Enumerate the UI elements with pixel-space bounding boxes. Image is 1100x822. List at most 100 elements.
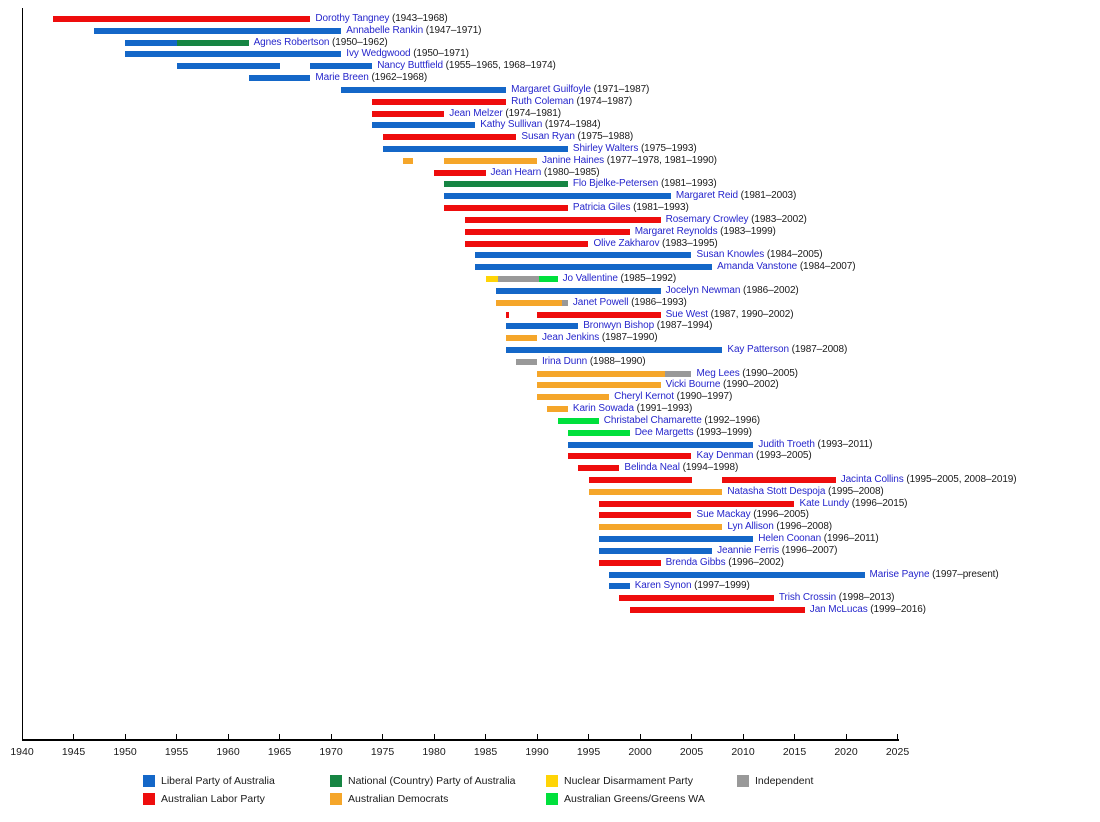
axis-tick: [845, 734, 847, 739]
senator-name-link[interactable]: Jeannie Ferris: [717, 544, 780, 556]
senator-name-link[interactable]: Kathy Sullivan: [480, 119, 543, 131]
senator-dates: (1987, 1990–2002): [707, 308, 794, 320]
senator-name-link[interactable]: Judith Troeth: [758, 438, 815, 450]
senator-dates: (1947–1971): [423, 24, 482, 36]
senator-name-link[interactable]: Ivy Wedgwood: [346, 48, 411, 60]
senator-row-label: Jan McLucas (1999–2016): [810, 604, 926, 616]
senator-name-link[interactable]: Nancy Buttfield: [377, 60, 443, 72]
term-bar-labor: [619, 595, 774, 602]
senator-dates: (1984–2005): [764, 249, 823, 261]
senator-name-link[interactable]: Jan McLucas: [809, 604, 868, 615]
term-bar-democrats: [537, 370, 665, 377]
senator-name-link[interactable]: Shirley Walters: [572, 143, 639, 155]
senator-name-link[interactable]: Belinda Neal: [624, 462, 680, 474]
senator-name-link[interactable]: Bronwyn Bishop: [583, 320, 655, 332]
senator-name-link[interactable]: Helen Coonan: [758, 533, 822, 545]
senator-name-link[interactable]: Kate Lundy: [799, 497, 850, 509]
senator-name-link[interactable]: Patricia Giles: [572, 202, 631, 214]
senator-row-label: Helen Coonan (1996–2011): [758, 533, 878, 545]
term-bar-liberal: [444, 193, 671, 200]
senator-dates: (1994–1998): [679, 462, 739, 474]
senator-name-link[interactable]: Janine Haines: [542, 154, 605, 166]
legend-swatch-independent: [737, 775, 749, 787]
term-bar-liberal: [495, 287, 661, 294]
senator-name-link[interactable]: Vicki Bourne: [665, 379, 721, 391]
senator-name-link[interactable]: Jean Hearn: [490, 166, 542, 178]
senator-name-link[interactable]: Jean Melzer: [449, 107, 503, 119]
senator-row-label: Jocelyn Newman (1986–2002): [666, 285, 799, 297]
legend-label: Nuclear Disarmament Party: [564, 775, 693, 787]
senator-name-link[interactable]: Dorothy Tangney: [315, 13, 390, 24]
senator-row-label: Cheryl Kernot (1990–1997): [614, 391, 732, 403]
senator-name-link[interactable]: Sue Mackay: [696, 509, 751, 521]
senator-name-link[interactable]: Ruth Coleman: [511, 95, 574, 107]
axis-tick-label: 1970: [319, 746, 343, 758]
senator-row-label: Margaret Reynolds (1983–1999): [635, 226, 776, 238]
senator-name-link[interactable]: Irina Dunn: [542, 355, 588, 367]
senator-row-label: Christabel Chamarette (1992–1996): [604, 415, 760, 427]
senator-name-link[interactable]: Annabelle Rankin: [346, 24, 424, 36]
senator-name-link[interactable]: Margaret Reynolds: [634, 225, 718, 237]
senator-name-link[interactable]: Karin Sowada: [572, 403, 634, 415]
senator-row-label: Brenda Gibbs (1996–2002): [666, 557, 784, 569]
senator-name-link[interactable]: Christabel Chamarette: [603, 414, 702, 426]
axis-tick: [588, 734, 589, 739]
senator-row-label: Dorothy Tangney (1943–1968): [315, 13, 447, 25]
senator-name-link[interactable]: Susan Knowles: [696, 249, 765, 261]
senator-row-label: Olive Zakharov (1983–1995): [594, 238, 718, 250]
senator-row-label: Susan Knowles (1984–2005): [697, 249, 823, 261]
senator-name-link[interactable]: Jean Jenkins: [542, 332, 600, 344]
axis-tick-label: 2000: [628, 746, 652, 758]
senator-name-link[interactable]: Karen Synon: [634, 580, 692, 592]
term-bar-labor: [372, 110, 445, 117]
senator-name-link[interactable]: Trish Crossin: [778, 592, 837, 604]
senator-name-link[interactable]: Rosemary Crowley: [665, 213, 749, 225]
term-bar-independent: [516, 358, 537, 365]
senator-name-link[interactable]: Natasha Stott Despoja: [727, 485, 826, 497]
senator-dates: (1995–2005, 2008–2019): [903, 473, 1017, 485]
term-bar-labor: [444, 205, 568, 212]
senator-row-label: Susan Ryan (1975–1988): [521, 131, 633, 143]
senator-name-link[interactable]: Flo Bjelke-Petersen: [572, 178, 659, 190]
senator-name-link[interactable]: Margaret Reid: [675, 190, 738, 202]
senator-name-link[interactable]: Susan Ryan: [521, 131, 575, 143]
senator-name-link[interactable]: Marie Breen: [315, 72, 369, 84]
senator-name-link[interactable]: Jocelyn Newman: [665, 284, 741, 296]
senator-name-link[interactable]: Janet Powell: [572, 296, 629, 308]
senator-name-link[interactable]: Sue West: [665, 308, 708, 320]
senator-dates: (1977–1978, 1981–1990): [604, 154, 717, 166]
axis-tick-label: 1940: [10, 746, 34, 758]
senator-row-label: Rosemary Crowley (1983–2002): [666, 214, 807, 226]
axis-tick-label: 2005: [679, 746, 704, 758]
senator-row-label: Belinda Neal (1994–1998): [624, 462, 738, 474]
axis-tick: [485, 734, 486, 739]
senator-name-link[interactable]: Jo Vallentine: [562, 273, 618, 285]
senator-name-link[interactable]: Marise Payne: [869, 568, 930, 580]
senator-row-label: Trish Crossin (1998–2013): [779, 592, 895, 604]
legend-label: Australian Greens/Greens WA: [564, 793, 705, 805]
senator-name-link[interactable]: Amanda Vanstone: [717, 261, 798, 273]
senator-dates: (1981–1993): [658, 178, 717, 190]
term-bar-independent: [561, 299, 568, 306]
legend-swatch-greens: [546, 793, 558, 805]
axis-tick: [73, 734, 74, 739]
senator-row-label: Janet Powell (1986–1993): [573, 297, 687, 309]
senator-name-link[interactable]: Lyn Allison: [727, 521, 774, 533]
senator-name-link[interactable]: Brenda Gibbs: [665, 556, 726, 568]
senator-name-link[interactable]: Margaret Guilfoyle: [511, 83, 591, 95]
senator-name-link[interactable]: Kay Denman: [696, 450, 754, 462]
term-bar-greens: [567, 429, 630, 436]
senator-name-link[interactable]: Dee Margetts: [634, 426, 694, 438]
senator-dates: (1991–1993): [633, 403, 693, 415]
term-bar-labor: [537, 311, 661, 318]
senator-name-link[interactable]: Olive Zakharov: [593, 237, 660, 249]
senator-name-link[interactable]: Agnes Robertson: [253, 36, 330, 48]
senator-row-label: Sue West (1987, 1990–2002): [666, 309, 794, 321]
senator-row-label: Amanda Vanstone (1984–2007): [717, 261, 855, 273]
legend-swatch-democrats: [330, 793, 342, 805]
senator-name-link[interactable]: Meg Lees: [696, 367, 740, 379]
senator-name-link[interactable]: Kay Patterson: [727, 343, 789, 355]
senator-name-link[interactable]: Cheryl Kernot: [614, 391, 674, 403]
senator-name-link[interactable]: Jacinta Collins: [840, 473, 904, 485]
legend-label: Liberal Party of Australia: [161, 775, 275, 787]
